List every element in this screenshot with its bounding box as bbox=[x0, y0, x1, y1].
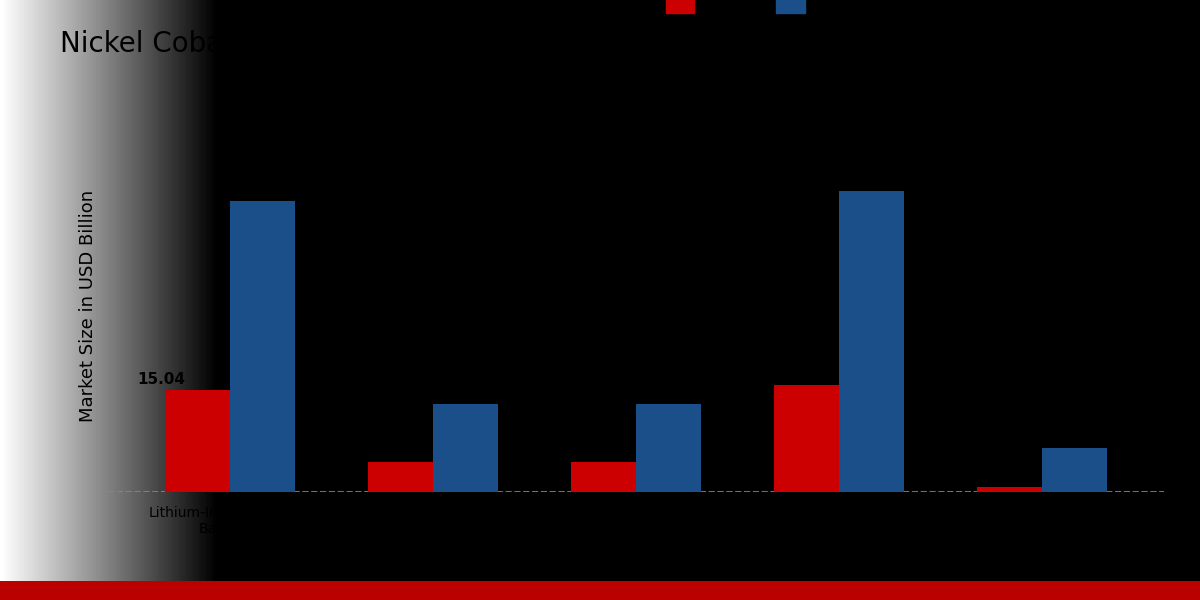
Bar bbox=[368, 461, 433, 492]
Bar bbox=[230, 201, 295, 492]
Bar bbox=[433, 404, 498, 492]
Bar bbox=[1042, 448, 1108, 492]
Y-axis label: Market Size in USD Billion: Market Size in USD Billion bbox=[79, 190, 97, 422]
Bar bbox=[164, 390, 230, 492]
Bar bbox=[636, 404, 701, 492]
Bar bbox=[571, 461, 636, 492]
Bar bbox=[774, 385, 839, 492]
Bar bbox=[977, 487, 1042, 492]
Legend: 2023, 2032: 2023, 2032 bbox=[659, 0, 868, 22]
Text: 15.04: 15.04 bbox=[137, 372, 185, 387]
Bar bbox=[839, 191, 904, 492]
Text: Nickel Cobalt Manganese Market, By Battery Type, 2023 & 2032: Nickel Cobalt Manganese Market, By Batte… bbox=[60, 30, 950, 58]
